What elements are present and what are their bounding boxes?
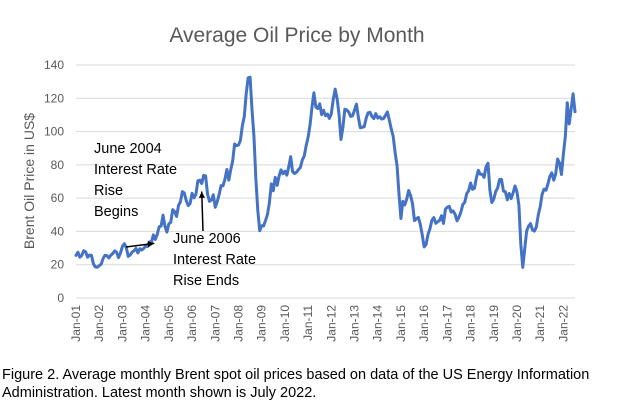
annotation-june-2004-line: Rise [94, 183, 123, 199]
x-tick-label: Jan-13 [348, 305, 362, 342]
y-tick-label: 20 [51, 258, 65, 272]
y-tick-label: 0 [57, 291, 64, 305]
y-tick-label: 40 [51, 224, 65, 238]
x-tick-label: Jan-02 [92, 305, 106, 342]
annotation-june-2004-line: Begins [94, 204, 138, 220]
annotation-arrow-june-2004 [125, 241, 155, 248]
x-tick-label: Jan-18 [464, 305, 478, 342]
x-tick-label: Jan-09 [255, 305, 269, 342]
y-tick-label: 60 [51, 191, 65, 205]
x-tick-label: Jan-04 [139, 305, 153, 342]
y-tick-label: 100 [44, 125, 64, 139]
y-tick-label: 80 [51, 158, 65, 172]
annotation-june-2006-line: June 2006 [173, 231, 241, 247]
chart-title: Average Oil Price by Month [169, 24, 424, 47]
x-tick-label: Jan-22 [556, 305, 570, 342]
figure-caption: Figure 2. Average monthly Brent spot oil… [2, 367, 590, 401]
x-tick-label: Jan-06 [185, 305, 199, 342]
annotation-arrow-june-2006 [198, 191, 205, 232]
x-tick-label: Jan-07 [208, 305, 222, 342]
x-tick-label: Jan-14 [371, 305, 385, 342]
x-tick-label: Jan-20 [510, 305, 524, 342]
annotation-june-2006-line: Interest Rate [173, 252, 256, 268]
annotation-june-2004-line: Interest Rate [94, 162, 177, 178]
x-tick-label: Jan-21 [533, 305, 547, 342]
y-axis-label: Brent Oil Price in US$ [21, 113, 37, 249]
x-tick-label: Jan-08 [231, 305, 245, 342]
x-tick-label: Jan-10 [278, 305, 292, 342]
x-tick-label: Jan-19 [487, 305, 501, 342]
x-tick-label: Jan-17 [440, 305, 454, 342]
x-tick-label: Jan-05 [162, 305, 176, 342]
x-tick-label: Jan-03 [115, 305, 129, 342]
chart: 0 20 40 60 80 100 120 140 Jan-01 Jan-02 Jan-03 Jan… [21, 24, 577, 342]
annotation-june-2004-line: June 2004 [94, 141, 162, 157]
x-tick-label: Jan-12 [324, 305, 338, 342]
y-tick-label: 140 [44, 58, 64, 72]
y-tick-label: 120 [44, 91, 64, 105]
x-tick-label: Jan-01 [69, 305, 83, 342]
annotation-june-2006-line: Rise Ends [173, 273, 239, 289]
x-tick-label: Jan-16 [417, 305, 431, 342]
series-line-brent [74, 75, 577, 269]
x-tick-label: Jan-15 [394, 305, 408, 342]
x-tick-label: Jan-11 [301, 305, 315, 341]
